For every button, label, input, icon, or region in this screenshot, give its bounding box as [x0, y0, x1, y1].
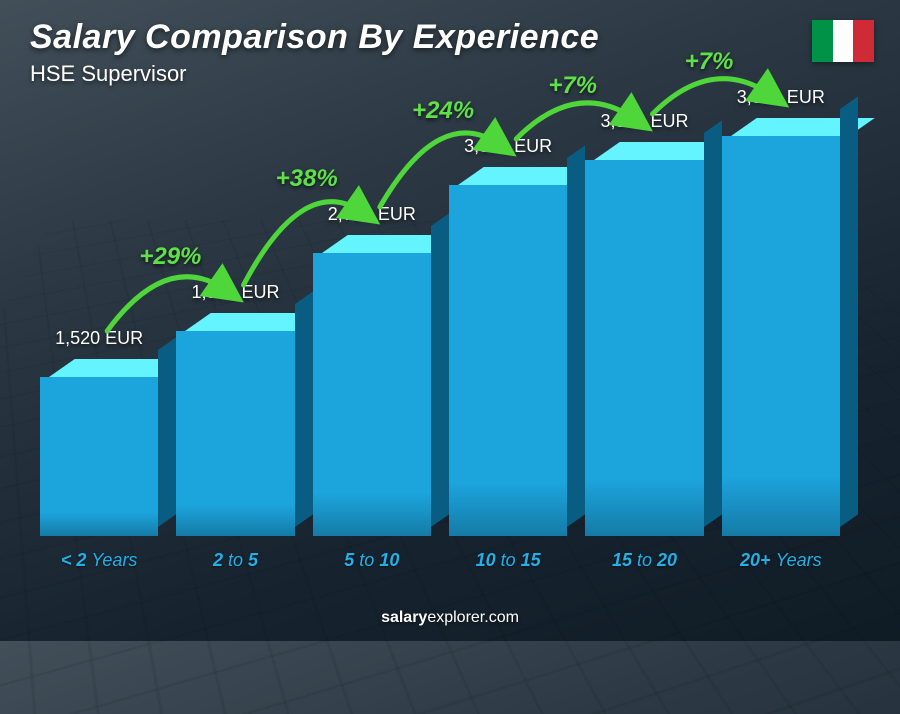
bar-category-label: 20+ Years: [740, 550, 822, 571]
bar-column: 3,590 EUR 15 to 20: [585, 111, 703, 571]
footer-brand-rest: explorer.com: [427, 609, 519, 626]
bar-side-face: [295, 291, 313, 527]
bar-front-face: [176, 331, 294, 536]
bar: [176, 313, 294, 536]
page-subtitle: HSE Supervisor: [30, 61, 599, 87]
bar-column: 2,700 EUR 5 to 10: [313, 204, 431, 571]
bar: [449, 167, 567, 536]
flag-stripe-white: [833, 20, 854, 62]
bar-category-label: < 2 Years: [61, 550, 138, 571]
bar-side-face: [704, 120, 722, 527]
bar-side-face: [567, 145, 585, 527]
bar-value-label: 3,590 EUR: [600, 111, 688, 132]
page-title: Salary Comparison By Experience: [30, 18, 599, 57]
bar-value-label: 2,700 EUR: [328, 204, 416, 225]
increase-percent-label: +29%: [139, 243, 201, 271]
footer-brand: salaryexplorer.com: [0, 609, 900, 627]
bar-category-label: 15 to 20: [612, 550, 677, 571]
country-flag-italy: [812, 20, 874, 62]
bar-category-label: 5 to 10: [344, 550, 399, 571]
bar-column: 3,350 EUR 10 to 15: [449, 136, 567, 571]
bar: [40, 359, 158, 536]
bar-front-face: [722, 136, 840, 536]
bar-value-label: 3,820 EUR: [737, 87, 825, 108]
bar: [585, 142, 703, 536]
bar: [313, 235, 431, 536]
footer-brand-bold: salary: [381, 609, 427, 626]
bar-value-label: 1,960 EUR: [191, 282, 279, 303]
flag-stripe-red: [853, 20, 874, 62]
increase-percent-label: +24%: [412, 97, 474, 125]
increase-percent-label: +7%: [548, 72, 597, 100]
bar-front-face: [313, 253, 431, 536]
salary-bar-chart: 1,520 EUR < 2 Years 1,960 EUR 2 to 5 2,700 E…: [40, 101, 840, 571]
header: Salary Comparison By Experience HSE Supe…: [30, 18, 599, 87]
bar-front-face: [40, 377, 158, 536]
bar-front-face: [585, 160, 703, 536]
flag-stripe-green: [812, 20, 833, 62]
bar-category-label: 2 to 5: [213, 550, 258, 571]
increase-percent-label: +7%: [685, 48, 734, 76]
bar-side-face: [158, 337, 176, 527]
bar-front-face: [449, 185, 567, 536]
bar-side-face: [431, 213, 449, 527]
bar-value-label: 1,520 EUR: [55, 328, 143, 349]
bar-side-face: [840, 96, 858, 527]
bar-column: 3,820 EUR 20+ Years: [722, 87, 840, 571]
bar-category-label: 10 to 15: [476, 550, 541, 571]
bar-value-label: 3,350 EUR: [464, 136, 552, 157]
bar-column: 1,520 EUR < 2 Years: [40, 328, 158, 571]
bar-column: 1,960 EUR 2 to 5: [176, 282, 294, 571]
increase-percent-label: +38%: [276, 165, 338, 193]
bar: [722, 118, 840, 536]
